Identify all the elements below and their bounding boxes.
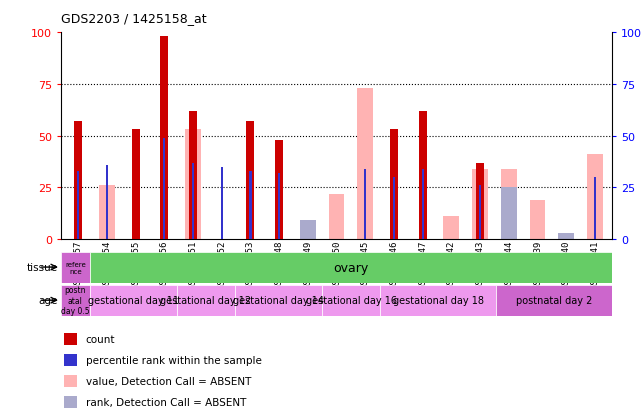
- Text: ovary: ovary: [333, 261, 369, 274]
- Text: postnatal day 2: postnatal day 2: [516, 295, 592, 306]
- Bar: [364, 169, 367, 240]
- Text: GSM120857: GSM120857: [74, 240, 83, 288]
- Text: GSM120855: GSM120855: [131, 240, 140, 288]
- Bar: [189, 112, 197, 240]
- Text: GSM120849: GSM120849: [303, 240, 312, 288]
- Text: GSM120847: GSM120847: [418, 240, 427, 288]
- Text: GSM120851: GSM120851: [188, 240, 197, 288]
- Text: tissue: tissue: [26, 262, 58, 273]
- Text: rank, Detection Call = ABSENT: rank, Detection Call = ABSENT: [86, 397, 246, 407]
- Bar: [131, 130, 140, 240]
- Text: GSM120843: GSM120843: [476, 240, 485, 288]
- Bar: [63, 333, 78, 346]
- Bar: [160, 37, 169, 240]
- Bar: [472, 169, 488, 240]
- Bar: [501, 169, 517, 240]
- Text: GSM120839: GSM120839: [533, 240, 542, 288]
- Text: GSM120842: GSM120842: [447, 240, 456, 288]
- Bar: [390, 130, 398, 240]
- Bar: [322, 285, 380, 316]
- Bar: [300, 221, 316, 240]
- Bar: [419, 112, 427, 240]
- Text: gestational day 16: gestational day 16: [306, 295, 397, 306]
- Text: age: age: [38, 295, 58, 306]
- Text: percentile rank within the sample: percentile rank within the sample: [86, 355, 262, 365]
- Bar: [185, 130, 201, 240]
- Text: count: count: [86, 335, 115, 344]
- Bar: [246, 122, 254, 240]
- Bar: [61, 285, 90, 316]
- Bar: [221, 167, 223, 240]
- Bar: [77, 171, 79, 240]
- Bar: [300, 233, 316, 240]
- Bar: [479, 186, 481, 240]
- Text: postn
atal
day 0.5: postn atal day 0.5: [61, 286, 90, 315]
- Bar: [496, 285, 612, 316]
- Bar: [444, 217, 459, 240]
- Bar: [594, 178, 596, 240]
- Text: gestational day 18: gestational day 18: [392, 295, 483, 306]
- Text: refere
nce: refere nce: [65, 261, 86, 274]
- Text: GSM120856: GSM120856: [160, 240, 169, 288]
- Bar: [177, 285, 235, 316]
- Bar: [74, 122, 82, 240]
- Bar: [380, 285, 496, 316]
- Text: GSM120848: GSM120848: [274, 240, 283, 288]
- Bar: [357, 89, 373, 240]
- Bar: [90, 285, 177, 316]
- Bar: [99, 186, 115, 240]
- Bar: [501, 188, 517, 240]
- Bar: [61, 252, 90, 283]
- Bar: [278, 173, 280, 240]
- Bar: [106, 165, 108, 240]
- Text: GSM120844: GSM120844: [504, 240, 513, 288]
- Bar: [329, 194, 344, 240]
- Bar: [558, 233, 574, 240]
- Text: GSM120850: GSM120850: [332, 240, 341, 288]
- Bar: [192, 163, 194, 240]
- Text: GSM120854: GSM120854: [103, 240, 112, 288]
- Bar: [275, 140, 283, 240]
- Text: GSM120845: GSM120845: [361, 240, 370, 288]
- Text: GSM120853: GSM120853: [246, 240, 255, 288]
- Text: gestational day 12: gestational day 12: [160, 295, 251, 306]
- Bar: [249, 171, 251, 240]
- Text: gestational day 14: gestational day 14: [233, 295, 324, 306]
- Bar: [235, 285, 322, 316]
- Bar: [63, 354, 78, 366]
- Text: value, Detection Call = ABSENT: value, Detection Call = ABSENT: [86, 376, 251, 386]
- Bar: [163, 138, 165, 240]
- Text: gestational day 11: gestational day 11: [88, 295, 179, 306]
- Text: GSM120840: GSM120840: [562, 240, 570, 288]
- Bar: [529, 200, 545, 240]
- Bar: [393, 178, 395, 240]
- Bar: [63, 396, 78, 408]
- Bar: [422, 169, 424, 240]
- Bar: [476, 163, 484, 240]
- Text: GDS2203 / 1425158_at: GDS2203 / 1425158_at: [61, 12, 206, 25]
- Text: GSM120846: GSM120846: [390, 240, 399, 288]
- Bar: [63, 375, 78, 387]
- Text: GSM120852: GSM120852: [217, 240, 226, 288]
- Bar: [587, 155, 603, 240]
- Text: GSM120841: GSM120841: [590, 240, 599, 288]
